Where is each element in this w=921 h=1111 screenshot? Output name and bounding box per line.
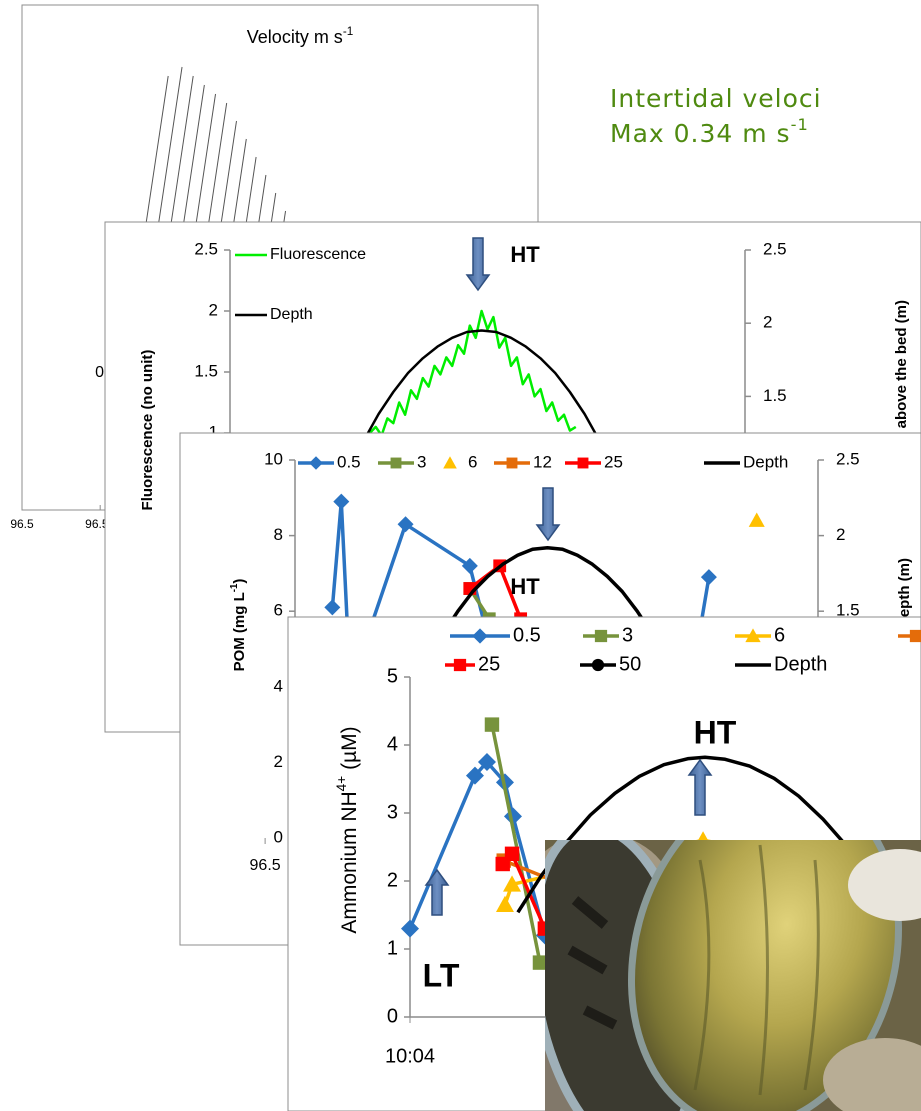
legend-marker [592,659,604,671]
y-axis-label-part: ) [231,579,248,584]
chart-title-part: Velocity m s [247,27,343,47]
chart-title-superscript: -1 [343,25,353,38]
tide-annotation: HT [510,574,540,599]
y-axis-label-superscript: 4+ [334,776,349,792]
legend-marker [391,458,402,469]
y-tick-label: 0 [274,827,283,846]
y2-tick-label: 2.5 [763,239,787,258]
y-tick-label: 4 [274,676,283,695]
legend-marker [578,458,589,469]
legend-label: 25 [478,653,500,675]
y-tick-label: 8 [274,525,283,544]
y-tick-label: 0 [95,364,104,381]
legend-label: 3 [622,624,633,646]
y-tick-label: 5 [387,665,398,687]
y-tick-label: 2 [274,752,283,771]
slide-annotation-part: Max 0.34 m s [610,119,791,148]
x-tick-label: 10:04 [385,1045,435,1067]
legend-label: Fluorescence [270,246,366,263]
y-tick-label: 6 [274,601,283,620]
slide-annotation: Intertidal veloci [610,84,822,113]
legend-marker [595,630,607,642]
y-axis-label-part: (µM) [338,726,361,775]
y-axis-label-part: Fluorescence (no unit) [139,350,156,511]
y-tick-label: 1.5 [194,361,218,380]
tide-annotation: HT [694,714,737,750]
slide-annotation: Max 0.34 m s-1 [610,115,809,148]
slide-annotation-part: Intertidal veloci [610,84,822,113]
y-axis-label-part: POM (mg L [231,592,248,671]
legend-label: Depth [774,653,827,675]
y-axis-label: Fluorescence (no unit) [139,350,156,511]
legend-label: 12 [533,452,552,471]
legend-label: 6 [468,452,477,471]
legend-label: 50 [619,653,641,675]
legend-marker [454,659,466,671]
y-tick-label: 2.5 [194,239,218,258]
tide-annotation: LT [423,957,460,993]
x-tick-label: 96.5 [250,857,281,874]
marker [505,847,519,861]
x-tick-label: 96.5 [10,517,34,531]
y-tick-label: 3 [387,801,398,823]
y-tick-label: 2 [387,869,398,891]
legend-label: 0.5 [513,624,541,646]
chart-title: Velocity m s-1 [247,25,353,47]
page: {"slide_text": [["Intertidal veloci"], [… [0,0,921,1111]
legend-label: 3 [417,452,426,471]
y-tick-label: 4 [387,733,398,755]
y2-tick-label: 1.5 [763,386,787,405]
legend-marker [910,630,921,642]
y2-tick-label: 2 [763,313,772,332]
y-axis-label: POM (mg L-1) [229,579,248,672]
tide-annotation: HT [510,242,540,267]
legend-marker [507,458,518,469]
legend-label: 0.5 [337,452,361,471]
y2-tick-label: 2 [836,525,845,544]
y-tick-label: 2 [209,300,218,319]
marker [533,955,547,969]
slide-annotation-superscript: -1 [791,115,809,134]
legend-label: 6 [774,624,785,646]
marker [485,717,499,731]
legend-label: 25 [604,452,623,471]
y-axis-label-part: Ammonium NH [338,791,361,933]
y2-tick-label: 2.5 [836,449,860,468]
y-tick-label: 0 [387,1005,398,1027]
y-tick-label: 10 [264,449,283,468]
y-axis-label: Ammonium NH4+ (µM) [334,726,360,933]
legend-label: Depth [270,306,313,323]
y-tick-label: 1 [387,937,398,959]
slide: 096.596.55Velocity m s-1-0.500.511.522.5… [0,0,921,1111]
legend-label: Depth [743,452,788,471]
